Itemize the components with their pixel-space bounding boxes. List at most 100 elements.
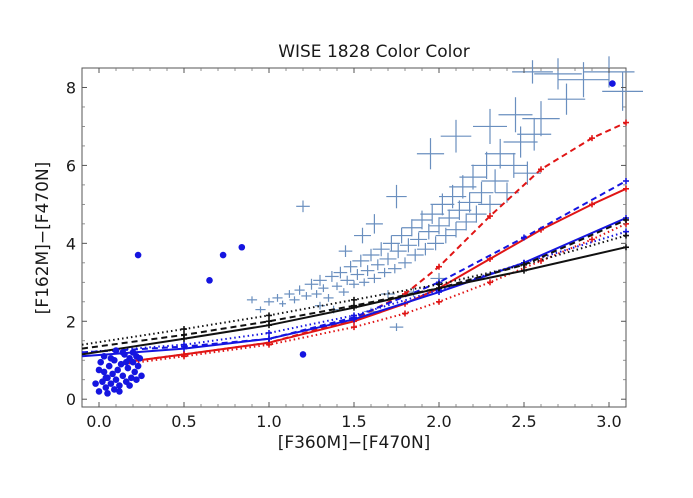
errorbar-point bbox=[459, 164, 487, 190]
errorbar-point bbox=[445, 221, 467, 238]
errorbar-point bbox=[354, 227, 371, 244]
data-point bbox=[609, 80, 616, 87]
data-point bbox=[238, 243, 246, 251]
errorbar-point bbox=[466, 205, 487, 223]
errorbar-point bbox=[311, 290, 322, 298]
data-point bbox=[124, 364, 132, 372]
data-point bbox=[114, 366, 121, 374]
model-marker bbox=[623, 185, 629, 192]
data-point bbox=[134, 362, 142, 370]
model-marker bbox=[266, 312, 272, 319]
data-point bbox=[116, 388, 123, 395]
errorbar-point bbox=[284, 290, 295, 298]
x-tick-label: 2.5 bbox=[511, 412, 536, 431]
model-marker bbox=[436, 263, 442, 270]
model-marker bbox=[589, 236, 595, 243]
errorbar-point bbox=[304, 278, 319, 290]
errorbar-point bbox=[371, 259, 385, 271]
data-point bbox=[129, 349, 137, 356]
errorbar-point bbox=[333, 266, 348, 279]
data-point bbox=[102, 374, 110, 382]
errorbar-point bbox=[263, 297, 275, 306]
model-marker bbox=[266, 318, 272, 325]
errorbar-point bbox=[367, 273, 382, 284]
data-point bbox=[119, 372, 127, 380]
data-point bbox=[105, 362, 113, 370]
model-marker bbox=[351, 324, 357, 331]
y-tick-label: 8 bbox=[66, 78, 76, 97]
errorbar-point bbox=[410, 232, 428, 247]
errorbar-point bbox=[379, 252, 397, 266]
data-point bbox=[134, 251, 142, 259]
errorbar-point bbox=[388, 263, 402, 274]
errorbar-point bbox=[481, 169, 509, 193]
model-marker bbox=[181, 326, 187, 333]
errorbar-point bbox=[359, 278, 370, 287]
data-point bbox=[138, 372, 145, 380]
data-point bbox=[126, 382, 133, 389]
data-point bbox=[129, 358, 137, 366]
x-axis-label: [F360M]−[F470N] bbox=[278, 433, 431, 453]
y-tick-label: 6 bbox=[66, 156, 76, 175]
errorbar-point bbox=[428, 217, 450, 235]
y-tick-label: 4 bbox=[66, 234, 76, 253]
errorbar-point bbox=[449, 175, 477, 199]
errorbar-point bbox=[534, 58, 582, 90]
errorbar-point bbox=[348, 280, 360, 289]
errorbar-point bbox=[389, 323, 404, 332]
model-marker bbox=[181, 341, 187, 348]
model-marker bbox=[351, 302, 357, 309]
data-point bbox=[116, 382, 123, 389]
errorbar-point bbox=[338, 245, 353, 257]
y-axis-label: [F162M]−[F470N] bbox=[33, 162, 53, 315]
data-point bbox=[97, 358, 104, 366]
errorbar-point bbox=[406, 248, 424, 262]
errorbar-point bbox=[313, 274, 327, 286]
errorbar-point bbox=[338, 288, 349, 296]
data-point bbox=[128, 374, 135, 382]
data-point bbox=[95, 388, 103, 395]
errorbar-point bbox=[381, 290, 395, 298]
model-marker bbox=[623, 216, 629, 223]
errorbar-point bbox=[362, 248, 380, 262]
errorbar-point bbox=[386, 184, 407, 209]
errorbar-point bbox=[350, 269, 365, 280]
model-marker bbox=[589, 135, 595, 142]
errorbar-point bbox=[447, 200, 472, 220]
errorbar-point bbox=[484, 138, 516, 169]
errorbar-point bbox=[416, 242, 434, 256]
errorbar-point bbox=[289, 296, 300, 304]
model-marker bbox=[487, 255, 493, 262]
errorbar-point bbox=[401, 219, 422, 237]
errorbar-point bbox=[398, 257, 412, 269]
errorbar-point bbox=[427, 236, 445, 251]
model-marker bbox=[538, 166, 544, 173]
errorbar-point bbox=[301, 292, 312, 300]
data-point bbox=[117, 360, 125, 368]
x-tick-label: 3.0 bbox=[596, 412, 621, 431]
errorbar-point bbox=[255, 306, 266, 313]
data-point bbox=[95, 366, 103, 374]
errorbar-point bbox=[418, 223, 439, 240]
model-marker bbox=[351, 296, 357, 303]
errorbar-point bbox=[602, 71, 643, 111]
errorbar-point bbox=[372, 242, 390, 257]
errorbar-point bbox=[314, 301, 326, 310]
data-point bbox=[112, 347, 120, 354]
chart-title: WISE 1828 Color Color bbox=[278, 42, 470, 62]
errorbar-point bbox=[469, 181, 494, 204]
errorbar-point bbox=[294, 285, 305, 295]
x-tick-label: 0.0 bbox=[86, 412, 111, 431]
errorbar-point bbox=[352, 254, 370, 268]
model-marker bbox=[351, 312, 357, 319]
model-marker bbox=[436, 281, 442, 288]
data-point bbox=[92, 380, 99, 387]
errorbar-point bbox=[478, 195, 502, 214]
errorbar-point bbox=[457, 192, 482, 213]
data-point bbox=[102, 384, 110, 391]
x-tick-label: 2.0 bbox=[426, 412, 451, 431]
errorbar-point bbox=[416, 138, 445, 170]
errorbar-point bbox=[246, 296, 258, 304]
errorbar-point bbox=[420, 204, 445, 224]
